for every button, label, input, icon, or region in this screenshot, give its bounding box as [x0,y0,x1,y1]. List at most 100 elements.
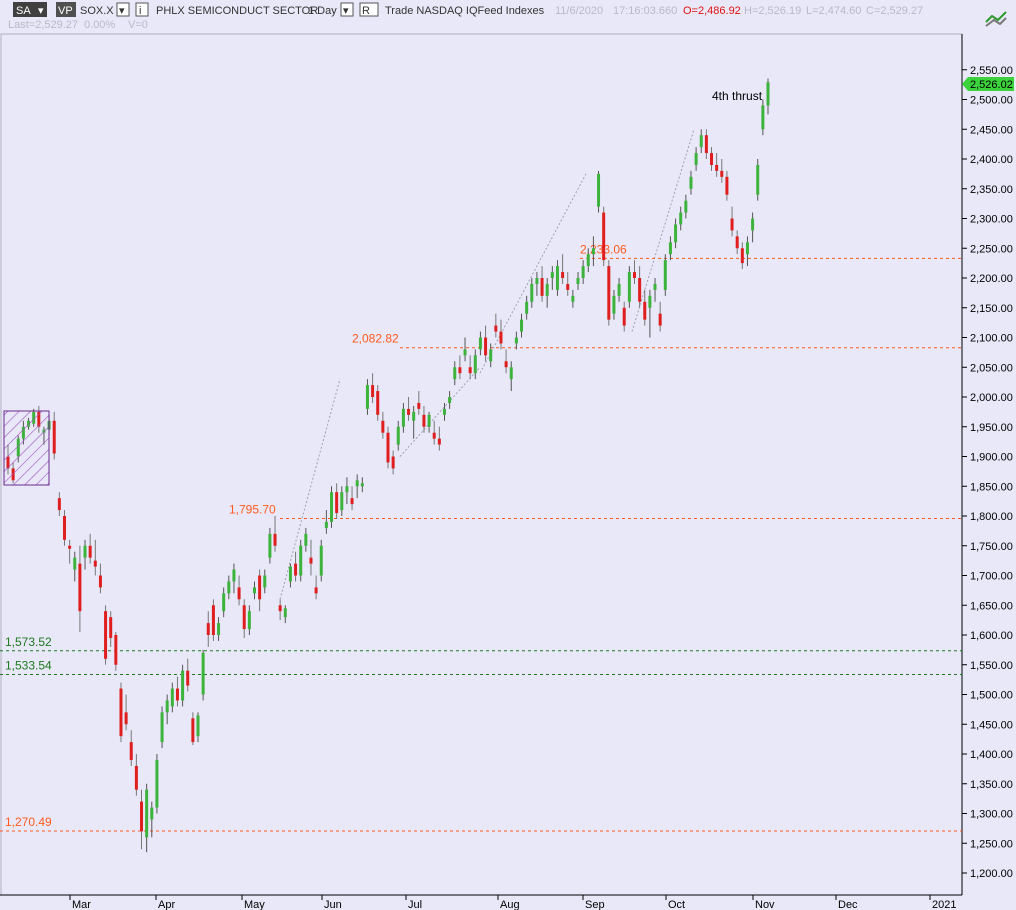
candle[interactable] [520,313,524,338]
candle[interactable] [191,712,195,746]
candle[interactable] [57,492,61,516]
candle[interactable] [478,331,482,356]
info-button[interactable] [135,2,149,17]
candle[interactable] [540,266,544,302]
candle[interactable] [761,99,765,136]
candle[interactable] [632,260,636,284]
candle[interactable] [247,605,251,635]
candle[interactable] [484,325,488,362]
candle[interactable] [622,301,626,332]
price-axis[interactable]: 1,200.00 1,250.00 1,300.00 1,350.00 1,400.00… [962,65,1013,880]
time-axis[interactable]: Mar Apr May Jun Jul Aug Sep Oct Nov Dec 2021 [69,895,956,910]
candle[interactable] [448,391,452,409]
candle[interactable] [571,289,575,308]
candle[interactable] [407,397,411,421]
hatched-selection-box[interactable] [3,410,50,486]
candle[interactable] [545,278,549,308]
candle[interactable] [217,617,221,641]
candle[interactable] [129,730,133,766]
candle[interactable] [242,599,246,638]
candle[interactable] [319,539,323,582]
candle[interactable] [586,248,590,273]
candle[interactable] [427,411,431,433]
candle[interactable] [237,575,241,606]
candle[interactable] [607,260,611,326]
candle[interactable] [355,474,359,499]
candle[interactable] [735,230,739,255]
symbol-field[interactable]: SOX.X [80,5,114,17]
candle[interactable] [627,266,631,308]
candle[interactable] [330,486,334,528]
candle[interactable] [745,236,749,267]
trendline[interactable] [479,173,587,374]
candle[interactable] [165,694,169,725]
candle[interactable] [463,337,467,362]
candle[interactable] [597,170,601,213]
candle[interactable] [309,539,313,576]
candle[interactable] [278,599,282,621]
candle[interactable] [288,563,292,588]
candle[interactable] [227,575,231,600]
candle[interactable] [509,361,513,392]
candle[interactable] [468,355,472,380]
candle[interactable] [653,278,657,302]
candle[interactable] [258,569,262,612]
candle[interactable] [78,545,82,633]
candle[interactable] [494,313,498,338]
candle[interactable] [453,361,457,386]
candle[interactable] [638,266,642,308]
candle[interactable] [432,420,436,445]
candle[interactable] [751,212,755,243]
candle[interactable] [211,599,215,641]
candle[interactable] [360,477,364,493]
candle[interactable] [704,129,708,159]
candle[interactable] [73,551,77,582]
candle[interactable] [617,278,621,302]
candle[interactable] [720,159,724,183]
candle[interactable] [134,754,138,796]
candle[interactable] [612,289,616,320]
candle[interactable] [530,278,534,308]
candle[interactable] [93,539,97,576]
candle[interactable] [324,510,328,534]
candle[interactable] [679,206,683,231]
candle[interactable] [740,242,744,270]
candle[interactable] [442,402,446,421]
candle[interactable] [196,712,200,743]
candle[interactable] [699,129,703,154]
candle[interactable] [345,477,349,505]
candle[interactable] [555,260,559,296]
sa-button[interactable] [13,2,47,17]
candle[interactable] [422,405,426,433]
candle[interactable] [602,206,606,267]
candle[interactable] [160,706,164,749]
candle[interactable] [252,581,256,600]
candle[interactable] [694,147,698,171]
candle[interactable] [340,486,344,516]
candle[interactable] [83,539,87,570]
candle[interactable] [376,385,380,421]
candle[interactable] [766,78,770,115]
candle[interactable] [294,551,298,582]
candle[interactable] [124,694,128,731]
candle[interactable] [689,170,693,195]
candle[interactable] [566,272,570,296]
candle[interactable] [371,373,375,403]
candle[interactable] [525,295,529,320]
candle[interactable] [658,301,662,332]
candle[interactable] [181,664,185,707]
candle[interactable] [145,783,149,853]
candle[interactable] [730,206,734,237]
candle[interactable] [186,658,190,692]
candle[interactable] [710,147,714,171]
candle[interactable] [391,450,395,475]
candle[interactable] [222,587,226,618]
candle[interactable] [175,676,179,707]
candle[interactable] [88,533,92,564]
candle[interactable] [437,426,441,451]
vp-button[interactable] [56,2,76,17]
candle[interactable] [648,289,652,338]
candle[interactable] [663,254,667,296]
candle[interactable] [170,682,174,713]
